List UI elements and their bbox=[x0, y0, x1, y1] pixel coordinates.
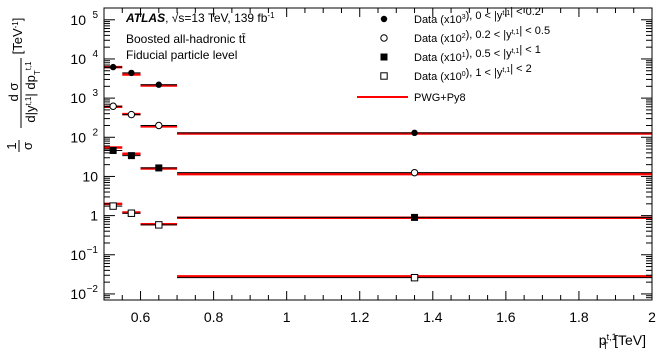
y-tick-label: 10 bbox=[70, 12, 86, 28]
y-tick-label-exponent: 3 bbox=[92, 88, 98, 99]
y-axis-denominator: d|yt,1| dpTt,1 bbox=[23, 61, 42, 123]
x-tick-labels: 0.6 0.8 1 1.2 1.4 1.6 1.8 2 bbox=[131, 309, 656, 325]
legend-entry: PWG+Py8 bbox=[414, 92, 466, 104]
data-point bbox=[155, 121, 163, 130]
y-axis-unit: [TeV-1] bbox=[10, 18, 25, 55]
legend-entry: Data (x100), 1 < |yt,1| < 2 bbox=[414, 63, 532, 83]
legend-entry: Data (x101), 0.5 < |yt,1| < 1 bbox=[414, 44, 541, 64]
annotation-line-3: Fiducial particle level bbox=[126, 48, 237, 62]
x-tick-label: 2 bbox=[648, 309, 656, 325]
y-axis-dsigma: d σ bbox=[6, 83, 21, 102]
atlas-annotation: ATLAS, √s=13 TeV, 139 fb-1 Boosted all-h… bbox=[125, 11, 275, 63]
annotation-line-2: Boosted all-hadronic tt̄ bbox=[126, 32, 246, 46]
prediction-lines bbox=[104, 65, 652, 278]
y-tick-label: 10 bbox=[70, 51, 86, 67]
data-point bbox=[380, 53, 388, 61]
y-tick-label: 1 bbox=[90, 208, 98, 224]
x-axis-label: pt,1 T [TeV] bbox=[599, 332, 646, 351]
legend-entry: Data (x102), 0.2 < |yt,1| < 0.5 bbox=[414, 25, 550, 45]
y-axis-label: 1 σ d σ d|yt,1| dpTt,1 [TeV-1] bbox=[4, 18, 42, 152]
x-tick-label: 0.8 bbox=[204, 309, 224, 325]
data-point bbox=[109, 146, 117, 154]
y-axis-sigma: σ bbox=[20, 142, 35, 150]
data-point bbox=[411, 213, 419, 221]
y-tick-label-exponent: 5 bbox=[92, 10, 98, 21]
y-tick-label-exponent: −2 bbox=[87, 284, 99, 295]
y-tick-label: 10 bbox=[70, 90, 86, 106]
data-point bbox=[380, 34, 388, 42]
y-tick-label-exponent: 2 bbox=[92, 127, 98, 138]
x-tick-label: 1.2 bbox=[350, 309, 370, 325]
x-tick-label: 1.6 bbox=[496, 309, 516, 325]
y-axis-prefix: 1 bbox=[4, 142, 19, 149]
data-point bbox=[127, 209, 136, 217]
y-tick-label-exponent: −1 bbox=[87, 245, 99, 256]
data-point bbox=[127, 152, 135, 160]
data-point bbox=[410, 168, 419, 177]
data-point bbox=[380, 72, 388, 80]
y-tick-label-exponent: 4 bbox=[92, 49, 98, 60]
data-point bbox=[109, 102, 117, 110]
data-point bbox=[109, 202, 117, 210]
data-point bbox=[380, 15, 388, 23]
y-tick-label: 10 bbox=[82, 168, 98, 184]
x-tick-label: 1 bbox=[283, 309, 291, 325]
data-markers bbox=[104, 63, 652, 282]
legend-entry: Data (x103), 0 < |yt,1| < 0.2 bbox=[414, 6, 541, 26]
data-point bbox=[410, 273, 419, 282]
data-point bbox=[109, 63, 117, 71]
y-tick-label: 10 bbox=[70, 247, 86, 263]
data-point bbox=[127, 110, 136, 119]
data-point bbox=[155, 164, 163, 172]
atlas-label: ATLAS, √s=13 TeV, 139 fb-1 bbox=[125, 11, 275, 26]
y-tick-label: 10 bbox=[70, 129, 86, 145]
x-tick-label: 0.6 bbox=[131, 309, 151, 325]
plot-frame bbox=[103, 7, 653, 301]
x-tick-label: 1.8 bbox=[569, 309, 589, 325]
data-point bbox=[155, 81, 162, 88]
data-point bbox=[411, 129, 418, 137]
y-tick-label: 10 bbox=[70, 286, 86, 302]
x-tick-label: 1.4 bbox=[423, 309, 443, 325]
data-point bbox=[128, 69, 135, 77]
data-point bbox=[155, 221, 163, 229]
